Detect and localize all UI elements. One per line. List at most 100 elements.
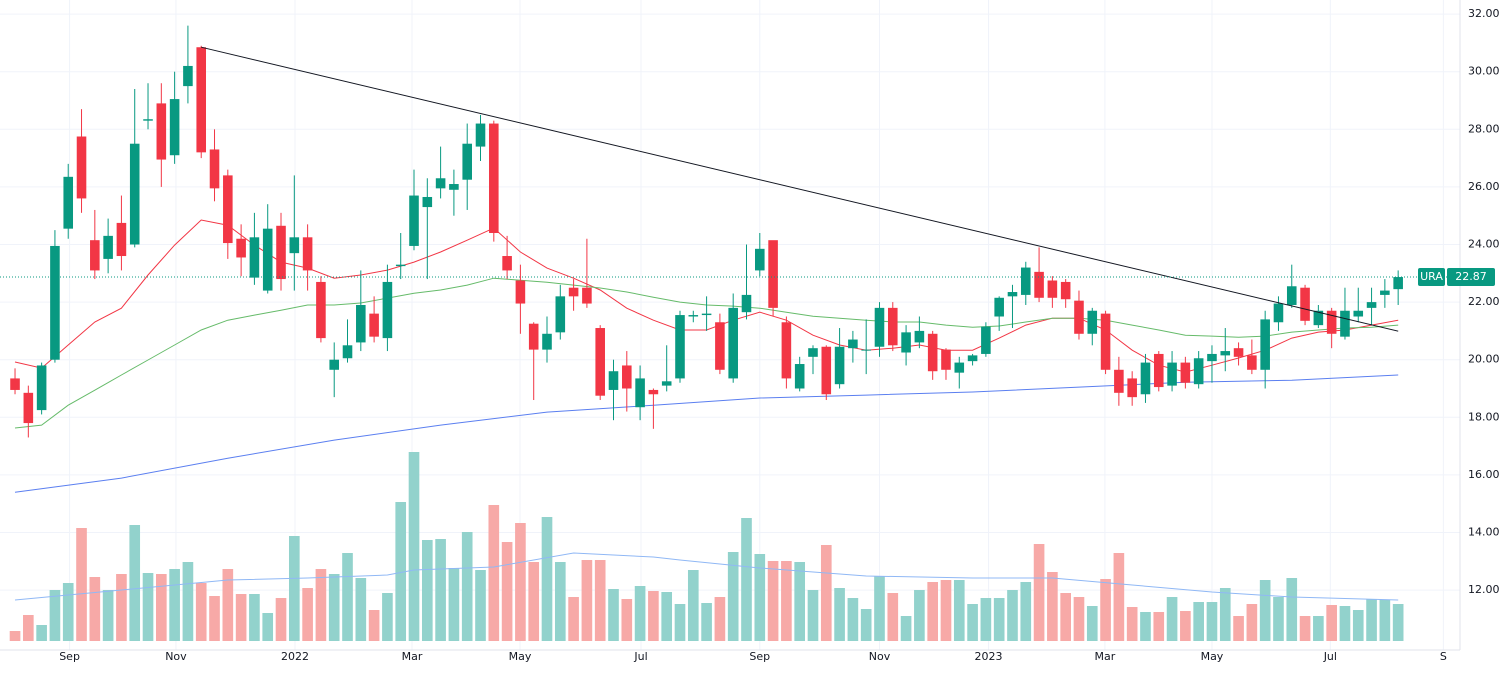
candle-body [156,103,167,160]
volume-bar [1219,588,1231,641]
volume-bar [953,580,965,641]
candle-body [276,225,286,280]
volume-bar [714,597,726,641]
candle-body [768,240,778,308]
volume-bar [1033,544,1045,641]
volume-bar [648,591,659,641]
candle-body [223,175,233,244]
x-tick-label: May [509,650,532,663]
candle-body [236,238,246,258]
volume-bar [342,553,353,641]
candle-body [1393,277,1403,290]
volume-bar [741,518,752,641]
volume-bar [36,625,47,641]
candle-body [90,240,100,271]
volume-bar [634,586,646,641]
candle-body [794,364,805,389]
volume-bar [754,554,766,641]
x-tick-label: 2023 [975,650,1003,663]
volume-bar [860,609,872,641]
volume-bar [76,528,87,641]
x-tick-label: Sep [59,650,80,663]
candle-body [475,123,486,147]
axes: 12.00 14.00 16.00 18.00 20.00 22.00 24.00 26.00… [0,0,1500,663]
volume-bar [182,562,194,641]
x-tick-label: 2022 [281,650,309,663]
volume-bar [169,569,180,641]
volume-bar [1126,607,1138,641]
candle-body [1074,300,1084,334]
volume-bar [249,594,260,641]
candle-body [103,235,113,259]
candle-body [1180,362,1191,383]
volume-bar [781,561,792,641]
candle-body [661,381,672,386]
candle-body [1326,310,1337,334]
volume-bar [1086,606,1098,641]
candle-body [409,195,419,246]
candle-body [741,294,752,313]
volume-bar [621,599,633,641]
volume-bar [874,576,885,641]
candle-body [489,123,499,233]
volume-bar [608,589,619,641]
candle-body [568,287,579,297]
candle-body [369,313,379,337]
volume-bar [767,561,779,641]
last-price-badge [1447,268,1495,287]
volume-bar [235,594,247,641]
candle-body [1313,310,1324,326]
candle-body [10,378,20,390]
candle-body [821,346,832,395]
volume-bar [102,590,114,641]
volume-bar [674,604,686,641]
candle-body [874,307,885,347]
candle-body [542,333,552,350]
candle-body [382,281,393,339]
volume-bar [1299,616,1311,641]
volume-bar [435,539,446,641]
candle-body [887,307,898,346]
volume-bar [355,578,367,641]
candle-body [1193,358,1204,385]
volume-bar [62,583,74,641]
volume-bar [156,574,167,641]
candle-body [116,222,127,257]
volume-bar [701,603,712,641]
candle-body [1353,310,1364,317]
candle-body [622,365,632,389]
y-tick-label: 12.00 [1468,583,1500,596]
candle-body [1207,353,1217,362]
volume-bar [288,536,300,641]
candle-body [914,330,925,343]
candle-body [608,371,619,390]
volume-bar [408,452,420,641]
volume-moving-average [14,552,1399,601]
candle-body [1340,310,1350,337]
y-tick-label: 30.00 [1468,65,1500,78]
candle-body [1114,369,1124,393]
volume-bar [275,598,287,641]
volume-bar [1259,580,1271,641]
volume-bar [847,598,859,641]
volume-bar [116,574,127,641]
candle-body [63,176,74,229]
candle-body [555,296,566,333]
volume-bar [1020,582,1032,641]
volume-bar [195,583,207,641]
x-tick-label: Mar [1095,650,1116,663]
volume-bar [914,590,925,641]
volume-bar [1339,606,1351,641]
candle-body [848,339,858,349]
symbol-badge [1418,268,1445,287]
candle-body [1127,378,1137,398]
y-tick-label: 26.00 [1468,180,1500,193]
volume-bar [1140,612,1151,641]
candle-body [249,237,260,278]
candle-body [1286,286,1297,305]
candle-body [1380,290,1390,295]
volume-bar [927,582,939,641]
candle-body [901,332,911,353]
volume-bar [1246,604,1258,641]
